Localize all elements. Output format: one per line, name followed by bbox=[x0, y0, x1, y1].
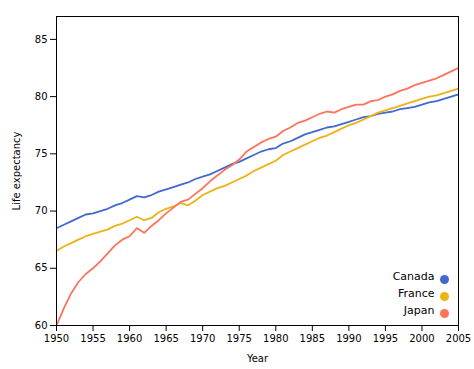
svg-text:85: 85 bbox=[35, 34, 48, 45]
svg-text:70: 70 bbox=[35, 205, 48, 216]
svg-text:1955: 1955 bbox=[80, 333, 105, 344]
svg-text:2005: 2005 bbox=[446, 333, 471, 344]
svg-text:2000: 2000 bbox=[409, 333, 434, 344]
svg-text:France: France bbox=[398, 287, 435, 300]
svg-text:1995: 1995 bbox=[373, 333, 398, 344]
svg-text:1950: 1950 bbox=[44, 333, 69, 344]
svg-text:Canada: Canada bbox=[393, 270, 435, 283]
svg-text:60: 60 bbox=[35, 320, 48, 331]
svg-text:1970: 1970 bbox=[190, 333, 215, 344]
svg-text:Japan: Japan bbox=[403, 304, 435, 317]
svg-text:1975: 1975 bbox=[227, 333, 252, 344]
svg-text:75: 75 bbox=[35, 148, 48, 159]
svg-text:1990: 1990 bbox=[336, 333, 361, 344]
svg-text:1965: 1965 bbox=[153, 333, 178, 344]
svg-text:1985: 1985 bbox=[300, 333, 325, 344]
svg-text:1960: 1960 bbox=[117, 333, 142, 344]
svg-text:1980: 1980 bbox=[263, 333, 288, 344]
svg-text:Year: Year bbox=[246, 353, 269, 364]
svg-text:Life expectancy: Life expectancy bbox=[11, 131, 22, 210]
svg-text:65: 65 bbox=[35, 262, 48, 273]
svg-text:80: 80 bbox=[35, 91, 48, 102]
